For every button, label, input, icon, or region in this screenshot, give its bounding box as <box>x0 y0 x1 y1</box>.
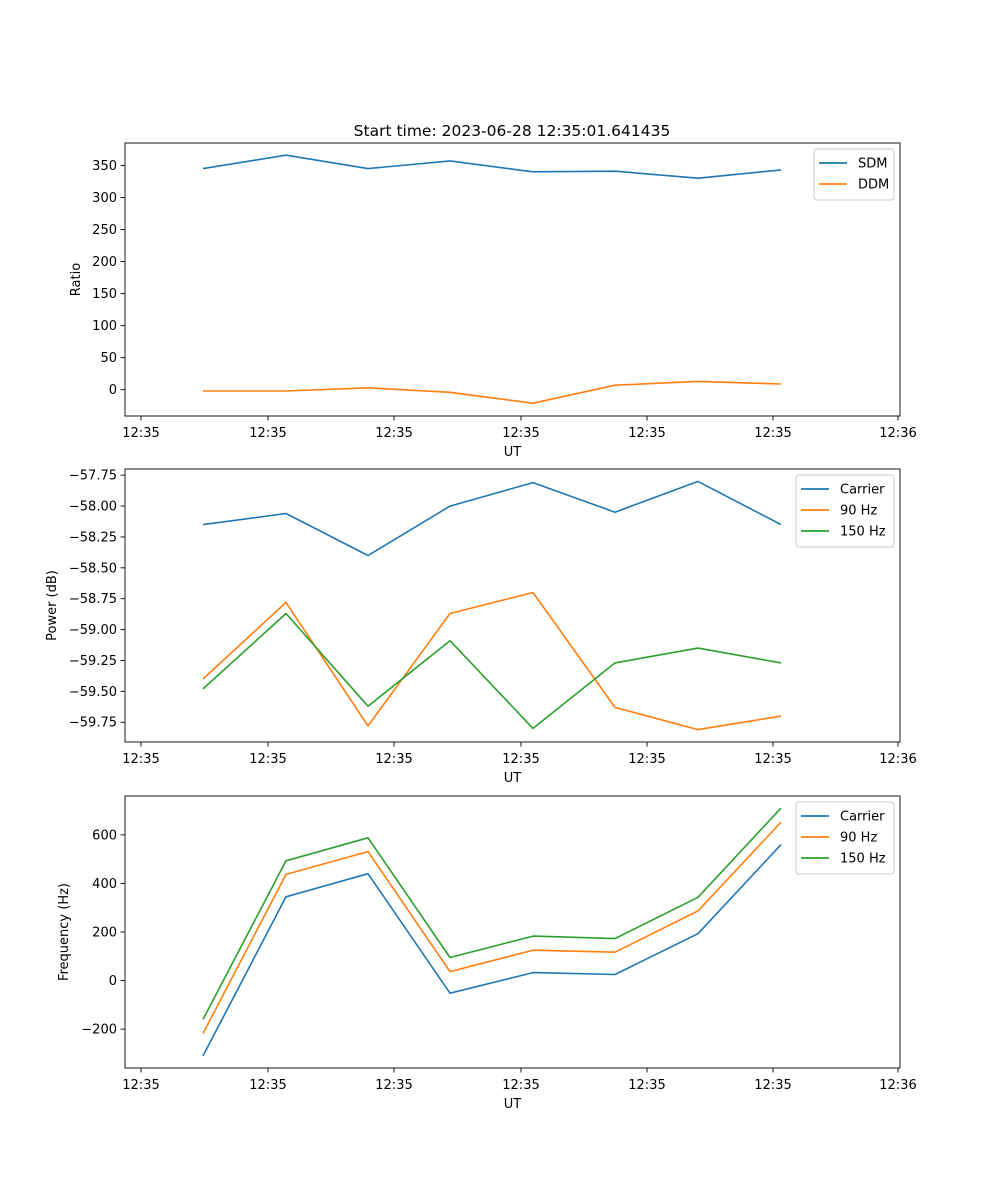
legend-label: 150 Hz <box>840 852 886 867</box>
x-tick-label: 12:35 <box>122 752 159 767</box>
legend: Carrier 90 Hz 150 Hz <box>795 474 895 548</box>
series-line-ddm <box>203 380 782 405</box>
plot-frame <box>124 795 901 1069</box>
y-tick-label: 250 <box>92 223 117 238</box>
legend-label: Carrier <box>840 483 885 498</box>
x-tick-label: 12:35 <box>249 1078 286 1093</box>
y-tick-label: 300 <box>92 191 117 206</box>
legend-label: SDM <box>858 157 887 172</box>
y-tick-label: 350 <box>92 159 117 174</box>
y-tick-label: −59.50 <box>69 685 117 700</box>
legend-label: 90 Hz <box>840 831 877 846</box>
y-tick-label: −58.00 <box>69 500 117 515</box>
series-line-carrier <box>202 844 782 1057</box>
x-tick-label: 12:35 <box>754 752 791 767</box>
x-tick-label: 12:35 <box>122 1078 159 1093</box>
y-tick-label: 0 <box>109 974 117 989</box>
x-axis-label: UT <box>504 771 522 786</box>
x-tick-label: 12:35 <box>502 1078 539 1093</box>
x-axis-label: UT <box>504 1097 522 1112</box>
legend-box <box>795 801 895 875</box>
y-tick-label: 50 <box>100 351 117 366</box>
x-tick-label: 12:35 <box>754 1078 791 1093</box>
y-tick-label: 200 <box>92 255 117 270</box>
y-tick-label: −58.50 <box>69 561 117 576</box>
y-tick-label: 200 <box>92 926 117 941</box>
y-tick-label: −59.00 <box>69 623 117 638</box>
series-line-150-hz <box>202 612 782 730</box>
legend-label: DDM <box>858 178 889 193</box>
legend: SDM DDM <box>813 148 895 201</box>
x-tick-label: 12:35 <box>375 752 412 767</box>
y-tick-label: −58.25 <box>69 530 117 545</box>
y-axis-label: Ratio <box>69 263 84 296</box>
x-tick-label: 12:35 <box>502 426 539 441</box>
y-tick-label: −58.75 <box>69 592 117 607</box>
x-tick-label: 12:36 <box>879 1078 916 1093</box>
x-tick-label: 12:35 <box>628 752 665 767</box>
y-tick-label: 0 <box>109 383 117 398</box>
y-tick-label: 400 <box>92 877 117 892</box>
series-line-90-hz <box>202 591 782 731</box>
y-tick-label: 150 <box>92 287 117 302</box>
y-tick-label: −200 <box>81 1023 117 1038</box>
x-tick-label: 12:36 <box>879 426 916 441</box>
x-tick-label: 12:35 <box>754 426 791 441</box>
series-line-150-hz <box>202 807 782 1020</box>
x-axis-label: UT <box>504 445 522 460</box>
y-tick-label: 600 <box>92 828 117 843</box>
x-tick-label: 12:36 <box>879 752 916 767</box>
charts-container: 12:35 12:35 12:35 12:35 12:35 12:35 12:36 0 50 10… <box>45 142 917 1112</box>
y-axis-label: Frequency (Hz) <box>57 883 72 981</box>
series-line-90-hz <box>202 821 782 1034</box>
x-tick-label: 12:35 <box>502 752 539 767</box>
legend-label: Carrier <box>840 810 885 825</box>
chart-panel-1: 12:35 12:35 12:35 12:35 12:35 12:35 12:36 0 50 10… <box>69 142 917 460</box>
x-tick-label: 12:35 <box>375 426 412 441</box>
chart-panel-3: 12:35 12:35 12:35 12:35 12:35 12:35 12:36 −200 0… <box>57 795 917 1112</box>
x-tick-label: 12:35 <box>122 426 159 441</box>
series-line-carrier <box>202 480 782 557</box>
legend: Carrier 90 Hz 150 Hz <box>795 801 895 875</box>
y-axis-label: Power (dB) <box>45 570 60 641</box>
x-tick-label: 12:35 <box>375 1078 412 1093</box>
chart-panel-2: 12:35 12:35 12:35 12:35 12:35 12:35 12:36 −59.7… <box>45 468 917 786</box>
plot-frame <box>124 142 901 417</box>
x-tick-label: 12:35 <box>249 752 286 767</box>
plot-frame <box>124 468 901 743</box>
legend-label: 90 Hz <box>840 504 877 519</box>
x-tick-label: 12:35 <box>628 426 665 441</box>
y-tick-label: 100 <box>92 319 117 334</box>
x-tick-label: 12:35 <box>249 426 286 441</box>
y-tick-label: −59.25 <box>69 654 117 669</box>
y-tick-label: −59.75 <box>69 716 117 731</box>
figure-title: Start time: 2023-06-28 12:35:01.641435 <box>354 122 671 140</box>
x-tick-label: 12:35 <box>628 1078 665 1093</box>
y-tick-label: −57.75 <box>69 469 117 484</box>
series-line-sdm <box>202 154 782 179</box>
legend-box <box>813 148 895 201</box>
legend-box <box>795 474 895 548</box>
legend-label: 150 Hz <box>840 525 886 540</box>
